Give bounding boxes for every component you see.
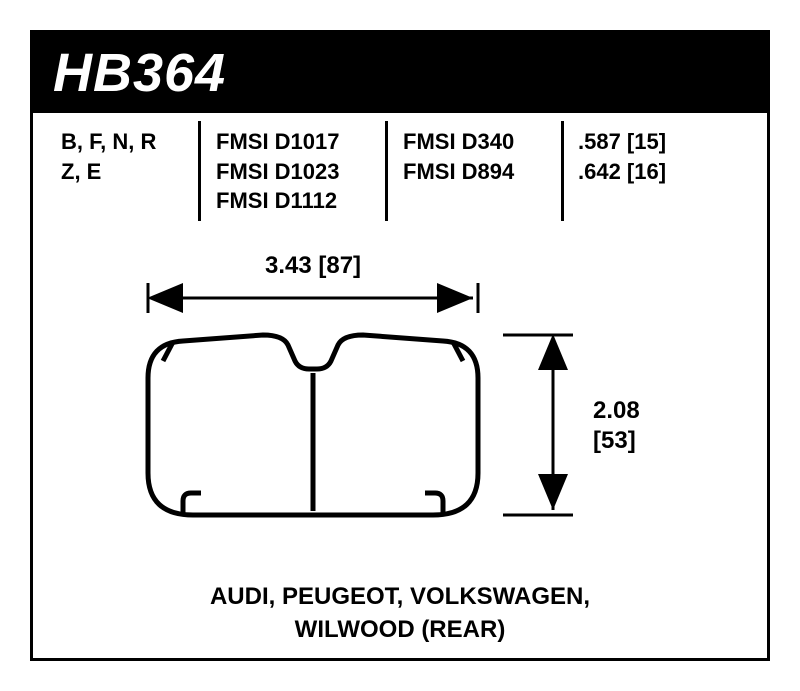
spec-line: FMSI D894 xyxy=(403,157,514,187)
spec-separator xyxy=(561,121,564,221)
spec-line: .642 [16] xyxy=(578,157,666,187)
title-bar: HB364 xyxy=(33,33,767,113)
spec-line: FMSI D1017 xyxy=(216,127,340,157)
spec-line: .587 [15] xyxy=(578,127,666,157)
svg-text:3.43 [87]: 3.43 [87] xyxy=(265,252,361,279)
footer-line-2: WILWOOD (REAR) xyxy=(33,614,767,646)
brake-pad-drawing: 3.43 [87] 2.08 [53] xyxy=(33,243,773,583)
svg-text:2.08: 2.08 xyxy=(593,397,640,424)
spec-col-thickness: .587 [15].642 [16] xyxy=(578,127,666,186)
diagram-frame: HB364 B, F, N, RZ, E FMSI D1017FMSI D102… xyxy=(30,30,770,661)
spec-line: B, F, N, R xyxy=(61,127,156,157)
spec-line: FMSI D1112 xyxy=(216,186,340,216)
part-number-title: HB364 xyxy=(53,42,226,104)
spec-line: FMSI D340 xyxy=(403,127,514,157)
specs-row: B, F, N, RZ, E FMSI D1017FMSI D1023FMSI … xyxy=(33,113,767,233)
footer-line-1: AUDI, PEUGEOT, VOLKSWAGEN, xyxy=(33,581,767,613)
spec-line: Z, E xyxy=(61,157,156,187)
spec-col-fmsi-b: FMSI D340FMSI D894 xyxy=(403,127,514,186)
spec-separator xyxy=(385,121,388,221)
spec-separator xyxy=(198,121,201,221)
drawing-area: 3.43 [87] 2.08 [53] xyxy=(33,243,767,583)
spec-col-fmsi-a: FMSI D1017FMSI D1023FMSI D1112 xyxy=(216,127,340,216)
svg-text:[53]: [53] xyxy=(593,427,636,454)
application-footer: AUDI, PEUGEOT, VOLKSWAGEN, WILWOOD (REAR… xyxy=(33,581,767,646)
spec-line: FMSI D1023 xyxy=(216,157,340,187)
spec-col-compounds: B, F, N, RZ, E xyxy=(61,127,156,186)
